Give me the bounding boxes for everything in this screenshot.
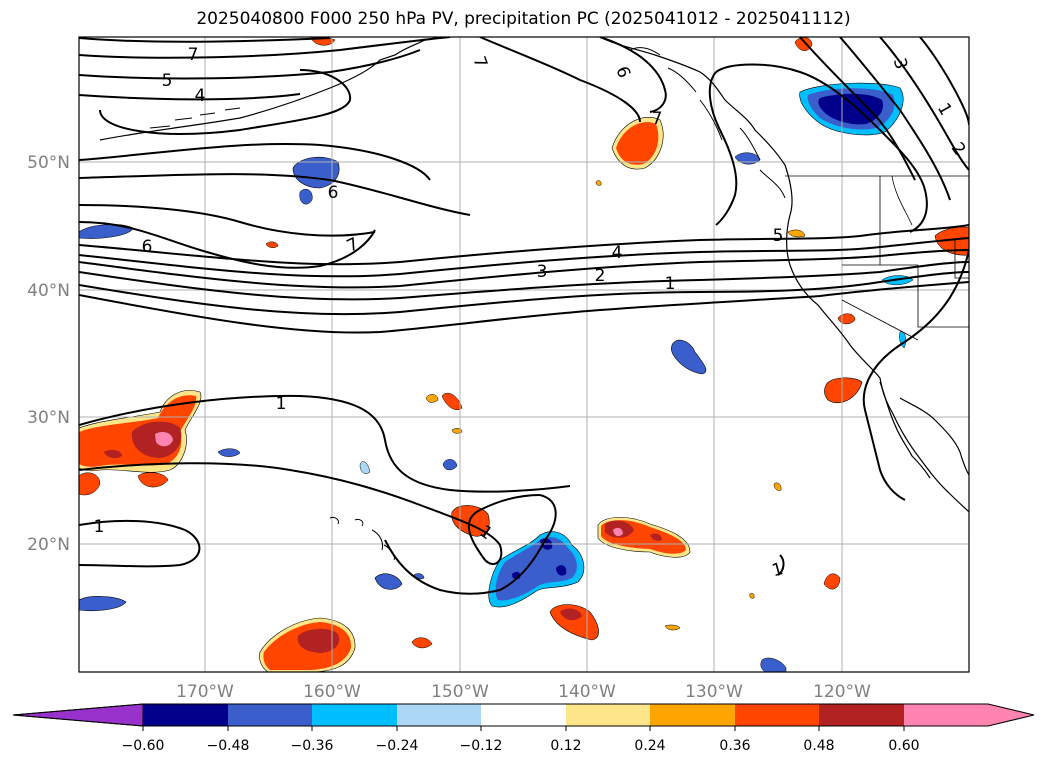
latitude-labels: 50°N 40°N 30°N 20°N bbox=[27, 153, 70, 555]
colorbar-segment bbox=[735, 704, 819, 726]
graticule bbox=[79, 37, 969, 672]
contour-label: 7 bbox=[652, 109, 663, 129]
contour-label: 4 bbox=[195, 86, 206, 106]
precip-anomaly-fill bbox=[79, 37, 969, 672]
colorbar-segment bbox=[397, 704, 481, 726]
colorbar-segment bbox=[143, 704, 228, 726]
precip-blob-20n-positive bbox=[597, 517, 691, 558]
contour-label: 4 bbox=[612, 243, 623, 263]
precip-blob-south-positive bbox=[259, 617, 356, 672]
colorbar-tick-label: −0.24 bbox=[376, 738, 419, 754]
colorbar-tick-label: 0.36 bbox=[719, 738, 750, 754]
colorbar: −0.60 −0.48 −0.36 −0.24 −0.12 0.12 0.24 … bbox=[12, 703, 1035, 754]
colorbar-segment bbox=[312, 704, 397, 726]
lat-label-20n: 20°N bbox=[27, 535, 70, 555]
colorbar-extend-low bbox=[12, 703, 144, 727]
colorbar-tick-label: 0.24 bbox=[634, 738, 665, 754]
contour-label: 2 bbox=[595, 266, 606, 286]
colorbar-tick-label: −0.36 bbox=[291, 738, 334, 754]
contour-label: 7 bbox=[188, 45, 199, 65]
contour-label: 5 bbox=[162, 71, 173, 91]
colorbar-segment bbox=[481, 704, 566, 726]
map-title: 2025040800 F000 250 hPa PV, precipitatio… bbox=[196, 9, 851, 29]
colorbar-extend-high bbox=[904, 704, 1034, 726]
contour-label: 6 bbox=[328, 183, 339, 203]
lon-label-160w: 160°W bbox=[303, 682, 361, 702]
lat-label-50n: 50°N bbox=[27, 153, 70, 173]
coastlines bbox=[99, 37, 969, 513]
colorbar-tick-label: −0.48 bbox=[207, 738, 250, 754]
colorbar-segment bbox=[228, 704, 312, 726]
contour-label: 3 bbox=[537, 262, 548, 282]
map-frame bbox=[78, 36, 970, 673]
lon-label-120w: 120°W bbox=[813, 682, 871, 702]
colorbar-segment bbox=[650, 704, 735, 726]
contour-label: 1 bbox=[665, 274, 676, 294]
lon-label-140w: 140°W bbox=[558, 682, 616, 702]
precip-blob-pnw-positive bbox=[611, 117, 664, 170]
colorbar-segment bbox=[819, 704, 904, 726]
precip-blob-canada-negative bbox=[799, 82, 904, 136]
contour-label: 6 bbox=[142, 237, 153, 257]
lat-label-40n: 40°N bbox=[27, 281, 70, 301]
colorbar-tick-label: 0.60 bbox=[888, 738, 919, 754]
precip-blob-west-positive bbox=[79, 390, 202, 496]
lat-label-30n: 30°N bbox=[27, 408, 70, 428]
colorbar-tick-label: −0.12 bbox=[460, 738, 503, 754]
colorbar-tick-label: −0.60 bbox=[122, 738, 165, 754]
contour-label: 5 bbox=[773, 226, 784, 246]
colorbar-tick-label: 0.48 bbox=[803, 738, 834, 754]
lon-label-150w: 150°W bbox=[431, 682, 489, 702]
map-panel: 7 5 4 6 7 6 7 3 1 2 6 7 5 4 3 2 1 1 1 1 … bbox=[79, 37, 969, 672]
lon-label-130w: 130°W bbox=[685, 682, 743, 702]
pv-contours bbox=[79, 37, 969, 595]
contour-label: 1 bbox=[770, 559, 786, 581]
contour-label: 3 bbox=[889, 56, 911, 72]
colorbar-segment bbox=[566, 704, 650, 726]
borders bbox=[785, 175, 969, 341]
colorbar-tick-label: 0.12 bbox=[550, 738, 581, 754]
lon-label-170w: 170°W bbox=[176, 682, 234, 702]
precip-blob-central-negative bbox=[488, 531, 585, 608]
contour-label: 1 bbox=[276, 394, 287, 414]
longitude-labels: 170°W 160°W 150°W 140°W 130°W 120°W bbox=[176, 682, 871, 702]
contour-label: 1 bbox=[94, 517, 105, 537]
